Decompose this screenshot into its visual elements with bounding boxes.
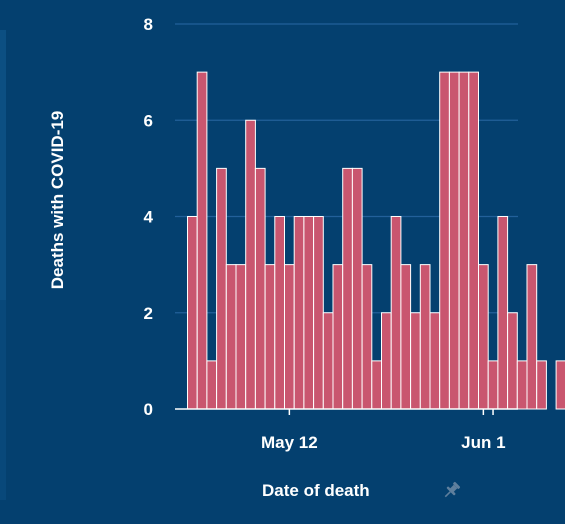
bar — [390, 216, 402, 410]
bar — [555, 360, 565, 410]
bar — [216, 167, 227, 410]
bar — [507, 312, 518, 410]
bar — [351, 167, 363, 410]
y-tick-label: 4 — [144, 208, 154, 227]
bar — [303, 216, 315, 410]
x-axis-title: Date of death — [262, 481, 370, 500]
x-tick-label: May 12 — [261, 433, 318, 452]
bar — [274, 216, 285, 410]
bar — [284, 264, 295, 410]
bar — [429, 312, 441, 410]
x-tick-label: Jun 1 — [461, 433, 505, 452]
y-tick-label: 0 — [144, 400, 153, 419]
panel-edge-divider — [0, 30, 6, 300]
bar — [342, 167, 353, 410]
bar — [536, 360, 547, 410]
bar — [322, 312, 334, 410]
bar — [187, 216, 198, 410]
y-tick-label: 2 — [144, 304, 153, 323]
bar — [196, 71, 208, 410]
bar — [206, 360, 218, 410]
bar — [458, 71, 470, 410]
bar — [410, 312, 421, 410]
axes: 0 2 4 6 8 May 12 Jun 1 — [144, 15, 518, 452]
pin-icon[interactable] — [441, 479, 463, 501]
bar — [254, 167, 266, 410]
y-tick-label: 6 — [144, 111, 153, 130]
bar — [381, 312, 392, 410]
panel-edge-divider — [0, 300, 6, 500]
bar — [293, 216, 305, 410]
bar — [313, 216, 324, 410]
bar — [439, 71, 450, 410]
y-axis-title: Deaths with COVID-19 — [48, 110, 67, 290]
bar — [332, 264, 344, 410]
bar — [400, 264, 412, 410]
y-tick-label: 8 — [144, 15, 153, 34]
bar — [371, 360, 382, 410]
bar — [235, 264, 247, 410]
bar — [245, 119, 256, 410]
bar — [361, 264, 373, 410]
bar — [448, 71, 460, 410]
bar — [478, 264, 489, 410]
bar — [497, 216, 509, 410]
bar — [264, 264, 276, 410]
bar — [225, 264, 237, 410]
bar — [419, 264, 431, 410]
bar — [526, 264, 538, 410]
bars — [187, 71, 565, 410]
bar — [468, 71, 479, 410]
bar — [516, 360, 528, 410]
bar — [487, 360, 499, 410]
